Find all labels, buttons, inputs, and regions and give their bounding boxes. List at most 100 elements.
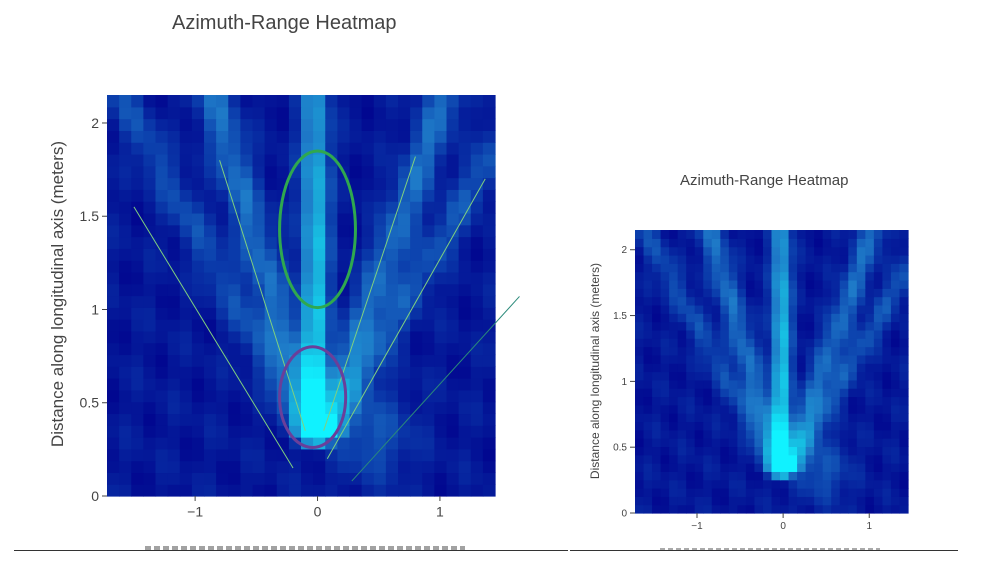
heatmap-cell bbox=[313, 319, 326, 332]
heatmap-cell bbox=[204, 224, 217, 238]
heatmap-cell bbox=[831, 246, 841, 256]
heatmap-cell bbox=[762, 254, 773, 264]
heatmap-cell bbox=[482, 366, 496, 379]
heatmap-cell bbox=[873, 496, 884, 506]
heatmap-cell bbox=[240, 413, 254, 426]
heatmap-cell bbox=[385, 295, 399, 308]
heatmap-cell bbox=[204, 248, 217, 261]
heatmap-cell bbox=[848, 429, 858, 439]
heatmap-cell bbox=[805, 271, 815, 281]
heatmap-cell bbox=[422, 283, 435, 297]
heatmap-cell bbox=[865, 388, 875, 398]
heatmap-cell bbox=[771, 404, 781, 414]
heatmap-cell bbox=[204, 295, 217, 308]
heatmap-cell bbox=[361, 448, 375, 462]
heatmap-cell bbox=[446, 189, 460, 202]
heatmap-cell bbox=[313, 224, 326, 238]
heatmap-cell bbox=[865, 313, 875, 323]
heatmap-cell bbox=[446, 307, 460, 320]
heatmap-cell bbox=[822, 421, 832, 431]
heatmap-cell bbox=[737, 313, 747, 323]
heatmap-cell bbox=[240, 460, 254, 474]
heatmap-cell bbox=[325, 189, 338, 202]
heatmap-cell bbox=[780, 471, 790, 481]
heatmap-cell bbox=[167, 460, 181, 474]
heatmap-cell bbox=[771, 488, 781, 497]
heatmap-cell bbox=[899, 238, 909, 248]
heatmap-cell bbox=[410, 354, 423, 367]
heatmap-cell bbox=[422, 212, 435, 226]
heatmap-cell bbox=[204, 401, 217, 415]
heatmap-cell bbox=[458, 354, 472, 367]
heatmap-cell bbox=[780, 463, 790, 472]
heatmap-cell bbox=[458, 165, 472, 179]
heatmap-cell bbox=[814, 271, 824, 281]
heatmap-cell bbox=[179, 460, 193, 474]
heatmap-cell bbox=[762, 388, 773, 398]
heatmap-cell bbox=[848, 454, 858, 464]
heatmap-cell bbox=[728, 488, 738, 497]
heatmap-cell bbox=[856, 488, 866, 497]
heatmap-cell bbox=[482, 260, 496, 273]
heatmap-cell bbox=[228, 425, 241, 438]
heatmap-cell bbox=[446, 106, 460, 120]
heatmap-cell bbox=[288, 401, 302, 415]
heatmap-cell bbox=[373, 189, 387, 202]
heatmap-cell bbox=[865, 230, 875, 239]
heatmap-cell bbox=[882, 263, 892, 273]
heatmap-cell bbox=[788, 404, 798, 414]
heatmap-cell bbox=[873, 254, 884, 264]
heatmap-cell bbox=[288, 472, 302, 485]
heatmap-cell bbox=[470, 437, 484, 450]
heatmap-cell bbox=[385, 236, 399, 249]
heatmap-cell bbox=[131, 307, 144, 320]
heatmap-cell bbox=[643, 504, 653, 514]
heatmap-cell bbox=[677, 271, 687, 281]
heatmap-cell bbox=[446, 472, 460, 485]
heatmap-cell bbox=[240, 118, 254, 131]
heatmap-cell bbox=[831, 371, 841, 381]
heatmap-cell bbox=[780, 346, 790, 356]
heatmap-cell bbox=[179, 95, 193, 108]
heatmap-cell bbox=[643, 263, 653, 273]
heatmap-cell bbox=[882, 488, 892, 497]
heatmap-cell bbox=[839, 296, 849, 306]
heatmap-cell bbox=[373, 484, 387, 497]
heatmap-cell bbox=[373, 212, 387, 226]
heatmap-cell bbox=[737, 329, 747, 339]
heatmap-cell bbox=[167, 448, 181, 462]
heatmap-cell bbox=[754, 454, 764, 464]
heatmap-cell bbox=[385, 201, 399, 214]
heatmap-cell bbox=[745, 338, 756, 348]
heatmap-cell bbox=[694, 463, 704, 472]
heatmap-cell bbox=[143, 437, 157, 450]
heatmap-cell bbox=[856, 404, 866, 414]
heatmap-cell bbox=[373, 437, 387, 450]
heatmap-cell bbox=[873, 230, 884, 239]
heatmap-cell bbox=[240, 472, 254, 485]
heatmap-cell bbox=[814, 479, 824, 489]
divider-line-left bbox=[14, 550, 568, 551]
heatmap-cell bbox=[797, 238, 807, 248]
heatmap-cell bbox=[482, 295, 496, 308]
heatmap-cell bbox=[191, 378, 205, 391]
annotation-ellipse bbox=[278, 345, 348, 450]
heatmap-cell bbox=[754, 354, 764, 364]
heatmap-cell bbox=[482, 472, 496, 485]
heatmap-cell bbox=[882, 404, 892, 414]
heatmap-cell bbox=[119, 248, 132, 261]
heatmap-cell bbox=[694, 429, 704, 439]
heatmap-cell bbox=[694, 246, 704, 256]
heatmap-cell bbox=[143, 484, 157, 497]
heatmap-cell bbox=[720, 371, 730, 381]
chart-title: Azimuth-Range Heatmap bbox=[172, 12, 397, 34]
heatmap-cell bbox=[131, 118, 144, 131]
heatmap-cell bbox=[652, 488, 662, 497]
heatmap-cell bbox=[155, 401, 169, 415]
heatmap-cell bbox=[288, 437, 302, 450]
heatmap-cell bbox=[814, 238, 824, 248]
heatmap-cell bbox=[788, 396, 798, 406]
heatmap-cell bbox=[313, 401, 326, 415]
heatmap-cell bbox=[831, 288, 841, 298]
heatmap-cell bbox=[865, 488, 875, 497]
